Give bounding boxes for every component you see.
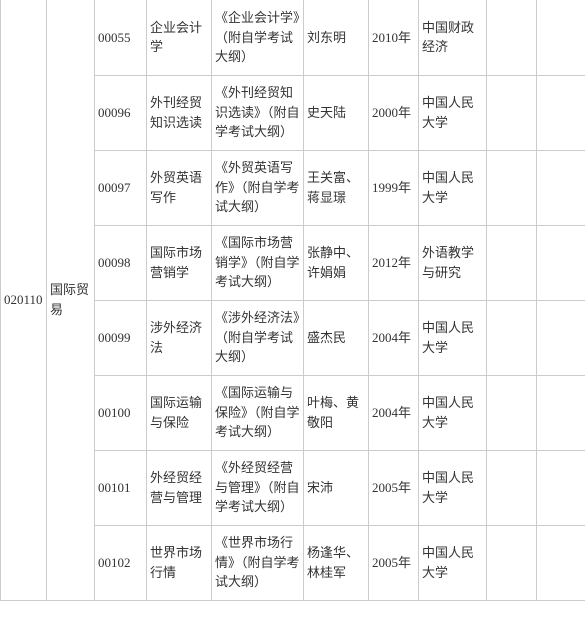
textbook-cell: 《国际运输与保险》（附自学考试大纲） xyxy=(212,375,304,450)
course-num-cell: 00099 xyxy=(95,300,147,375)
author-cell: 宋沛 xyxy=(304,450,369,525)
course-num-cell: 00096 xyxy=(95,75,147,150)
textbook-cell: 《外经贸经营与管理》（附自学考试大纲） xyxy=(212,450,304,525)
publisher-cell: 中国人民大学 xyxy=(419,375,487,450)
textbook-cell: 《外贸英语写作》（附自学考试大纲） xyxy=(212,150,304,225)
publisher-cell: 中国人民大学 xyxy=(419,150,487,225)
table-row: 020110国际贸易00055企业会计学《企业会计学》（附自学考试大纲）刘东明2… xyxy=(1,0,585,75)
textbook-cell: 《世界市场行情》（附自学考试大纲） xyxy=(212,525,304,600)
author-cell: 刘东明 xyxy=(304,0,369,75)
year-cell: 2005年 xyxy=(369,450,419,525)
extra-cell-2 xyxy=(537,150,585,225)
course-table-container: 020110国际贸易00055企业会计学《企业会计学》（附自学考试大纲）刘东明2… xyxy=(0,0,585,601)
extra-cell-1 xyxy=(487,300,537,375)
year-cell: 1999年 xyxy=(369,150,419,225)
textbook-cell: 《涉外经济法》（附自学考试大纲） xyxy=(212,300,304,375)
publisher-cell: 外语教学与研究 xyxy=(419,225,487,300)
course-name-cell: 外经贸经营与管理 xyxy=(147,450,212,525)
major-name-cell: 国际贸易 xyxy=(47,0,95,600)
extra-cell-2 xyxy=(537,0,585,75)
extra-cell-1 xyxy=(487,225,537,300)
course-num-cell: 00098 xyxy=(95,225,147,300)
extra-cell-1 xyxy=(487,450,537,525)
course-num-cell: 00101 xyxy=(95,450,147,525)
author-cell: 叶梅、黄敬阳 xyxy=(304,375,369,450)
course-name-cell: 企业会计学 xyxy=(147,0,212,75)
course-name-cell: 外贸英语写作 xyxy=(147,150,212,225)
extra-cell-2 xyxy=(537,525,585,600)
publisher-cell: 中国人民大学 xyxy=(419,75,487,150)
year-cell: 2004年 xyxy=(369,375,419,450)
extra-cell-1 xyxy=(487,0,537,75)
textbook-cell: 《外刊经贸知识选读》（附自学考试大纲） xyxy=(212,75,304,150)
publisher-cell: 中国人民大学 xyxy=(419,450,487,525)
year-cell: 2000年 xyxy=(369,75,419,150)
textbook-cell: 《企业会计学》（附自学考试大纲） xyxy=(212,0,304,75)
year-cell: 2005年 xyxy=(369,525,419,600)
author-cell: 王关富、蒋显璟 xyxy=(304,150,369,225)
course-num-cell: 00102 xyxy=(95,525,147,600)
extra-cell-2 xyxy=(537,225,585,300)
course-table: 020110国际贸易00055企业会计学《企业会计学》（附自学考试大纲）刘东明2… xyxy=(0,0,585,601)
year-cell: 2010年 xyxy=(369,0,419,75)
course-num-cell: 00097 xyxy=(95,150,147,225)
extra-cell-1 xyxy=(487,525,537,600)
year-cell: 2012年 xyxy=(369,225,419,300)
extra-cell-2 xyxy=(537,300,585,375)
publisher-cell: 中国财政经济 xyxy=(419,0,487,75)
extra-cell-1 xyxy=(487,150,537,225)
course-num-cell: 00100 xyxy=(95,375,147,450)
author-cell: 张静中、许娟娟 xyxy=(304,225,369,300)
course-name-cell: 外刊经贸知识选读 xyxy=(147,75,212,150)
course-name-cell: 世界市场行情 xyxy=(147,525,212,600)
course-name-cell: 涉外经济法 xyxy=(147,300,212,375)
textbook-cell: 《国际市场营销学》（附自学考试大纲） xyxy=(212,225,304,300)
extra-cell-2 xyxy=(537,375,585,450)
author-cell: 盛杰民 xyxy=(304,300,369,375)
author-cell: 史天陆 xyxy=(304,75,369,150)
course-name-cell: 国际运输与保险 xyxy=(147,375,212,450)
publisher-cell: 中国人民大学 xyxy=(419,300,487,375)
year-cell: 2004年 xyxy=(369,300,419,375)
extra-cell-1 xyxy=(487,375,537,450)
major-code-cell: 020110 xyxy=(1,0,47,600)
course-name-cell: 国际市场营销学 xyxy=(147,225,212,300)
extra-cell-1 xyxy=(487,75,537,150)
course-num-cell: 00055 xyxy=(95,0,147,75)
publisher-cell: 中国人民大学 xyxy=(419,525,487,600)
extra-cell-2 xyxy=(537,450,585,525)
extra-cell-2 xyxy=(537,75,585,150)
author-cell: 杨逢华、林桂军 xyxy=(304,525,369,600)
